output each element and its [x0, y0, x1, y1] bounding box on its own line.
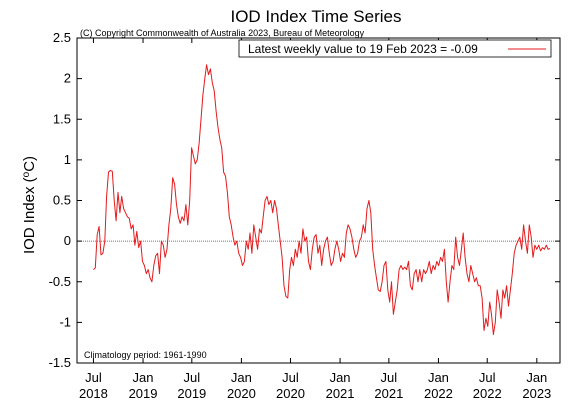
x-tick-label-year: 2020 — [227, 386, 256, 401]
x-tick-label-year: 2020 — [276, 386, 305, 401]
y-tick-label: 1 — [64, 152, 71, 167]
y-tick-label: -0.5 — [49, 274, 71, 289]
series-line-iod — [93, 64, 551, 336]
x-tick-label-year: 2021 — [374, 386, 403, 401]
y-axis-label-sup: o — [21, 171, 32, 177]
y-tick-label: -1 — [59, 314, 71, 329]
y-tick-label: -1.5 — [49, 355, 71, 370]
y-axis-label: IOD Index (oC) — [21, 156, 38, 254]
legend-box — [238, 39, 552, 58]
plot-frame — [76, 37, 561, 364]
y-axis-label-main: IOD Index ( — [21, 177, 38, 254]
x-tick-label-year: 2019 — [177, 386, 206, 401]
x-tick-label-year: 2018 — [79, 386, 108, 401]
x-tick-label-month: Jul — [282, 370, 299, 385]
x-tick-label-month: Jul — [479, 370, 496, 385]
x-tick-label-month: Jul — [184, 370, 201, 385]
y-tick-label: 0 — [64, 233, 71, 248]
x-tick-label-month: Jan — [428, 370, 449, 385]
x-tick-label-year: 2019 — [129, 386, 158, 401]
x-tick-label-year: 2021 — [326, 386, 355, 401]
x-tick-label-year: 2022 — [473, 386, 502, 401]
copyright-text: (C) Copyright Commonwealth of Australia … — [80, 28, 365, 38]
x-tick-label-month: Jul — [85, 370, 102, 385]
x-tick-label-month: Jan — [526, 370, 547, 385]
y-tick-label: 0.5 — [53, 193, 71, 208]
x-tick-label-year: 2022 — [424, 386, 453, 401]
legend-text: Latest weekly value to 19 Feb 2023 = -0.… — [248, 42, 478, 56]
chart-title: IOD Index Time Series — [230, 7, 401, 26]
y-tick-label: 2.5 — [53, 30, 71, 45]
x-tick-label-month: Jan — [231, 370, 252, 385]
x-tick-label-month: Jan — [133, 370, 154, 385]
y-tick-label: 2 — [64, 71, 71, 86]
climatology-note: Climatology period: 1961-1990 — [84, 350, 207, 360]
x-tick-label-month: Jul — [381, 370, 398, 385]
x-tick-label-year: 2023 — [522, 386, 551, 401]
legend: Latest weekly value to 19 Feb 2023 = -0.… — [238, 39, 552, 58]
x-tick-label-month: Jan — [330, 370, 351, 385]
y-tick-label: 1.5 — [53, 111, 71, 126]
y-axis-label-unit: C) — [21, 156, 38, 172]
